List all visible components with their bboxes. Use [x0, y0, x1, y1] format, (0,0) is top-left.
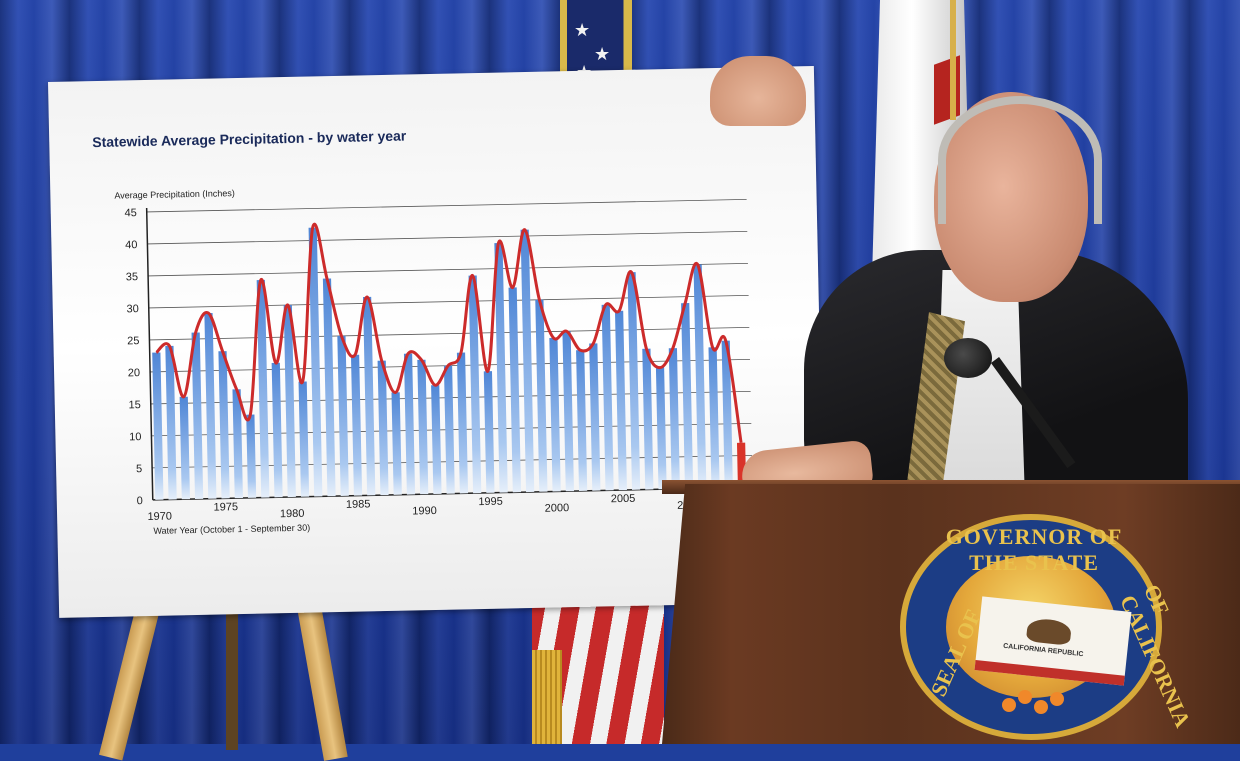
y-tick-label: 0 — [137, 495, 143, 507]
precipitation-bar-1990 — [417, 359, 429, 495]
precipitation-bar-1980 — [283, 304, 296, 498]
precipitation-bar-2003 — [589, 343, 601, 491]
precipitation-bar-1978 — [256, 279, 270, 498]
precipitation-bar-1999 — [535, 299, 548, 492]
y-axis-label: Average Precipitation (Inches) — [114, 188, 235, 201]
precipitation-bar-2011 — [693, 264, 707, 489]
y-axis — [145, 207, 154, 500]
precipitation-bar-2010 — [681, 303, 694, 489]
precipitation-bar-1970 — [152, 352, 164, 500]
poppy-flowers-icon — [1002, 688, 1072, 722]
x-tick-label: 1980 — [280, 508, 305, 521]
seal-bear-flag-icon: CALIFORNIA REPUBLIC — [974, 596, 1132, 686]
bear-icon — [1025, 617, 1073, 646]
y-tick-label: 20 — [128, 367, 140, 379]
x-tick-label: 1985 — [346, 498, 371, 511]
gridline — [149, 326, 750, 341]
x-tick-label: 2000 — [545, 502, 570, 515]
precipitation-bar-2001 — [562, 331, 574, 492]
precipitation-bar-1972 — [179, 396, 190, 500]
x-tick-label: 2005 — [611, 493, 636, 506]
gridline — [147, 230, 748, 245]
x-axis-label: Water Year (October 1 - September 30) — [153, 523, 310, 536]
precipitation-trend-line — [155, 222, 743, 443]
y-tick-label: 10 — [129, 431, 141, 443]
y-tick-label: 25 — [127, 335, 139, 347]
precipitation-bar-1998 — [520, 229, 535, 493]
y-tick-label: 35 — [126, 271, 138, 283]
flag-fringe — [532, 650, 562, 744]
x-tick-label: 1975 — [213, 501, 238, 514]
precipitation-bar-1992 — [443, 365, 455, 494]
gridline — [148, 262, 748, 277]
precipitation-bar-1996 — [494, 242, 508, 493]
precipitation-bar-1985 — [350, 354, 363, 496]
precipitation-bar-2012 — [708, 347, 720, 489]
precipitation-bar-1995 — [483, 371, 495, 493]
precipitation-bar-1989 — [403, 353, 416, 495]
precipitation-bar-1986 — [363, 296, 376, 496]
precipitation-bar-2008 — [655, 367, 667, 490]
precipitation-bar-1984 — [337, 335, 349, 496]
precipitation-bar-2005 — [614, 310, 627, 491]
precipitation-bar-1994 — [468, 275, 482, 494]
precipitation-bar-1981 — [298, 381, 310, 497]
precipitation-bar-1971 — [165, 345, 177, 500]
precipitation-bar-2013 — [721, 340, 733, 488]
precipitation-bar-2006 — [627, 272, 641, 490]
gridline — [146, 198, 747, 213]
precipitation-bar-1987 — [377, 360, 389, 496]
precipitation-bar-1991 — [431, 385, 442, 495]
precipitation-bar-2000 — [549, 337, 561, 492]
gridline — [148, 294, 749, 309]
precipitation-bar-1974 — [204, 313, 217, 499]
hand-holding-board — [710, 56, 806, 126]
precipitation-bar-2009 — [668, 348, 680, 490]
microphone-icon — [944, 338, 992, 378]
precipitation-bar-2004 — [601, 304, 614, 491]
y-tick-label: 40 — [125, 239, 137, 251]
x-tick-label: 1995 — [478, 496, 503, 509]
x-tick-label: 1990 — [412, 505, 437, 518]
y-tick-label: 5 — [136, 463, 142, 475]
precipitation-bar-1983 — [322, 278, 336, 497]
precipitation-chart-board: Statewide Average Precipitation - by wat… — [48, 65, 826, 618]
seal-text-top: GOVERNOR OF THE STATE — [945, 524, 1123, 575]
precipitation-bar-1975 — [218, 351, 230, 499]
precipitation-bar-chart: Average Precipitation (Inches) Water Yea… — [114, 188, 754, 536]
seal-flag-text: CALIFORNIA REPUBLIC — [1002, 642, 1084, 659]
y-tick-label: 45 — [124, 207, 136, 219]
y-tick-label: 15 — [128, 399, 140, 411]
precipitation-bar-1993 — [456, 352, 469, 494]
x-tick-label: 1970 — [147, 510, 172, 523]
precipitation-bar-2007 — [642, 348, 654, 490]
easel-leg-back — [226, 600, 238, 750]
precipitation-bar-1988 — [391, 392, 402, 495]
precipitation-bar-1979 — [271, 362, 283, 498]
precipitation-bar-2002 — [576, 350, 588, 491]
precipitation-bar-1973 — [191, 332, 204, 500]
y-tick-label: 30 — [126, 303, 138, 315]
governor-seal: GOVERNOR OF THE STATE SEAL OF OF CALIFOR… — [900, 514, 1196, 740]
precipitation-bar-1982 — [308, 227, 323, 497]
precipitation-bar-1977 — [246, 414, 257, 498]
speaker-hair — [938, 96, 1102, 224]
precipitation-bar-1997 — [508, 287, 522, 493]
precipitation-bar-1976 — [232, 389, 243, 499]
